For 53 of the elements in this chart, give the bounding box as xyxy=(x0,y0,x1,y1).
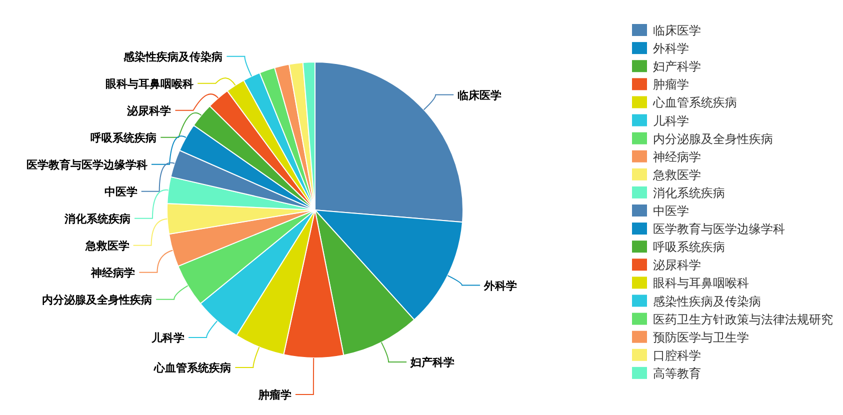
slice-label: 中医学 xyxy=(104,185,138,198)
slice-label: 肿瘤学 xyxy=(257,388,292,402)
legend-item: 感染性疾病及传染病 xyxy=(632,294,761,308)
legend-item: 外科学 xyxy=(632,42,689,56)
slice-label: 医学教育与医学边缘学科 xyxy=(26,158,148,172)
legend-item: 内分泌腺及全身性疾病 xyxy=(632,132,773,146)
legend-label: 儿科学 xyxy=(653,114,689,128)
legend-label: 眼科与耳鼻咽喉科 xyxy=(653,276,749,290)
slice-label: 内分泌腺及全身性疾病 xyxy=(42,293,152,306)
legend-item: 肿瘤学 xyxy=(632,78,689,92)
legend-item: 口腔科学 xyxy=(632,348,701,362)
legend-item: 消化系统疾病 xyxy=(632,186,725,200)
slice-label: 感染性疾病及传染病 xyxy=(122,50,223,64)
slice-label: 神经病学 xyxy=(90,266,136,280)
legend-label: 肿瘤学 xyxy=(653,78,689,92)
slice-label: 呼吸系统疾病 xyxy=(90,131,157,144)
slice-label: 心血管系统疾病 xyxy=(153,361,232,374)
legend-item: 眼科与耳鼻咽喉科 xyxy=(632,276,749,290)
legend-label: 神经病学 xyxy=(653,150,701,164)
legend-item: 急救医学 xyxy=(632,168,701,182)
legend-item: 医学教育与医学边缘学科 xyxy=(632,222,785,236)
legend-item: 心血管系统疾病 xyxy=(632,96,737,110)
legend-item: 妇产科学 xyxy=(632,60,701,74)
legend-item: 高等教育 xyxy=(632,366,701,380)
legend-label: 中医学 xyxy=(653,204,689,218)
legend-item: 中医学 xyxy=(632,204,689,218)
legend-item: 医药卫生方针政策与法律法规研究 xyxy=(632,312,833,326)
legend-item: 泌尿科学 xyxy=(632,258,701,272)
legend-label: 呼吸系统疾病 xyxy=(653,240,725,254)
slice-label: 妇产科学 xyxy=(410,356,455,369)
legend-item: 呼吸系统疾病 xyxy=(632,240,725,254)
legend-label: 口腔科学 xyxy=(653,348,701,362)
slice-label: 临床医学 xyxy=(458,88,502,102)
slice-label: 消化系统疾病 xyxy=(63,212,130,226)
legend-label: 外科学 xyxy=(653,42,689,56)
legend-label: 妇产科学 xyxy=(653,60,701,74)
legend-label: 泌尿科学 xyxy=(653,258,701,272)
slice-label: 眼科与耳鼻咽喉科 xyxy=(106,77,194,90)
slice-label: 急救医学 xyxy=(84,239,130,252)
legend-label: 感染性疾病及传染病 xyxy=(653,294,761,308)
legend-label: 预防医学与卫生学 xyxy=(653,330,749,344)
legend-label: 急救医学 xyxy=(652,168,701,182)
legend-label: 高等教育 xyxy=(653,366,701,380)
legend-label: 心血管系统疾病 xyxy=(652,96,737,110)
slice-label: 儿科学 xyxy=(150,332,185,345)
legend-item: 临床医学 xyxy=(632,24,701,38)
legend-label: 消化系统疾病 xyxy=(653,186,725,200)
slice-label: 外科学 xyxy=(483,279,518,292)
legend-label: 临床医学 xyxy=(653,24,701,38)
legend-item: 儿科学 xyxy=(632,114,689,128)
legend-item: 神经病学 xyxy=(632,150,701,164)
legend-item: 预防医学与卫生学 xyxy=(632,330,749,344)
slice-label: 泌尿科学 xyxy=(126,104,172,118)
